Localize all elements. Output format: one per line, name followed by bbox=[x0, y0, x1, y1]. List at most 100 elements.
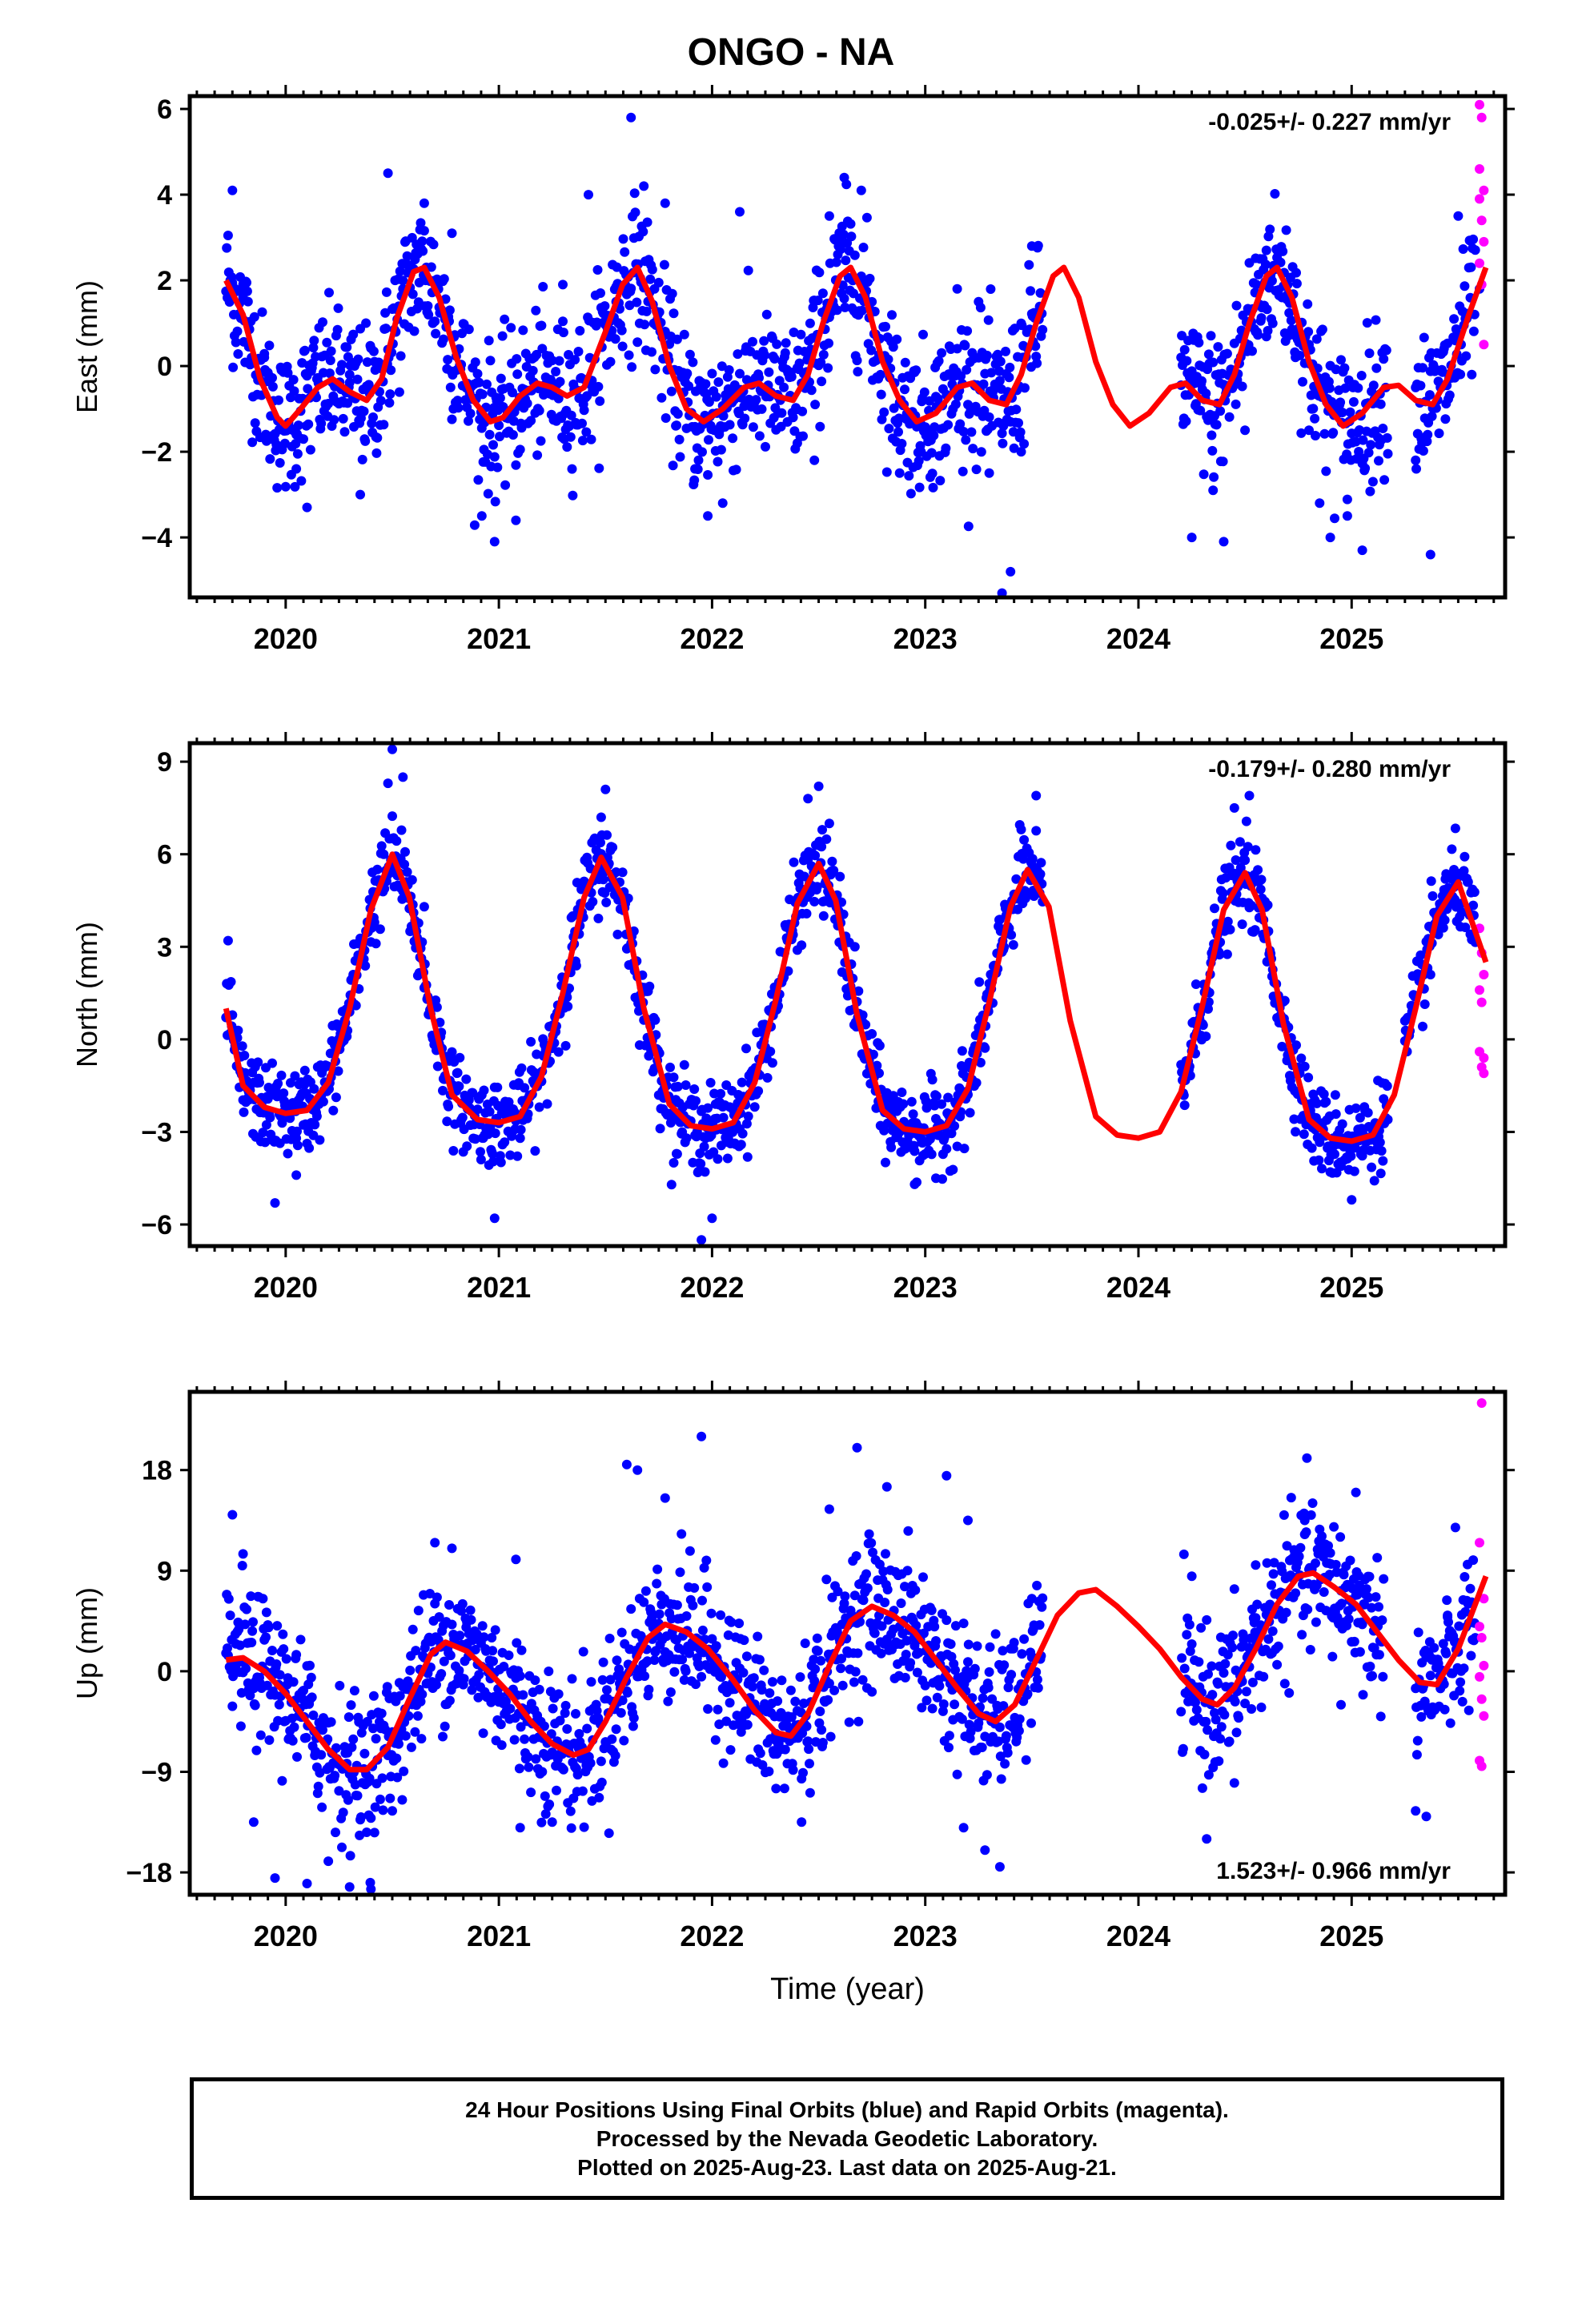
final-orbit-point bbox=[1357, 545, 1367, 556]
final-orbit-point bbox=[301, 1732, 311, 1743]
final-orbit-point bbox=[348, 329, 359, 340]
final-orbit-point bbox=[601, 897, 612, 907]
final-orbit-point bbox=[1327, 1651, 1338, 1662]
final-orbit-point bbox=[644, 1684, 654, 1695]
final-orbit-point bbox=[309, 336, 319, 346]
final-orbit-point bbox=[927, 1703, 938, 1714]
final-orbit-point bbox=[610, 1751, 620, 1761]
final-orbit-point bbox=[1033, 1683, 1043, 1693]
final-orbit-point bbox=[593, 913, 604, 923]
final-orbit-point bbox=[998, 1646, 1008, 1656]
final-orbit-point bbox=[1296, 1053, 1307, 1063]
final-orbit-point bbox=[909, 1641, 920, 1651]
final-orbit-point bbox=[650, 1015, 661, 1025]
final-orbit-point bbox=[476, 1155, 486, 1164]
final-orbit-point bbox=[943, 420, 954, 430]
final-orbit-point bbox=[805, 318, 815, 328]
final-orbit-point bbox=[731, 464, 741, 475]
final-orbit-point bbox=[864, 1529, 874, 1539]
x-tick-label: 2020 bbox=[254, 1271, 318, 1304]
final-orbit-point bbox=[1011, 874, 1022, 884]
final-orbit-point bbox=[442, 1116, 452, 1127]
final-orbit-point bbox=[853, 367, 863, 377]
final-orbit-point bbox=[1291, 1040, 1301, 1051]
rapid-orbit-point bbox=[1475, 985, 1484, 995]
final-orbit-point bbox=[1353, 383, 1363, 393]
final-orbit-point bbox=[1419, 332, 1429, 343]
final-orbit-point bbox=[448, 1146, 459, 1156]
final-orbit-point bbox=[518, 325, 528, 336]
final-orbit-point bbox=[1319, 428, 1330, 439]
final-orbit-point bbox=[455, 1630, 465, 1641]
rapid-orbit-point bbox=[1479, 1053, 1489, 1063]
final-orbit-point bbox=[696, 1159, 706, 1169]
final-orbit-point bbox=[984, 468, 994, 478]
final-orbit-point bbox=[444, 1695, 455, 1706]
final-orbit-point bbox=[957, 1714, 967, 1724]
final-orbit-point bbox=[526, 416, 536, 426]
final-orbit-point bbox=[893, 427, 903, 437]
final-orbit-point bbox=[1179, 1663, 1190, 1674]
final-orbit-point bbox=[759, 1665, 769, 1675]
final-orbit-point bbox=[558, 1764, 568, 1775]
final-orbit-point bbox=[500, 1137, 510, 1148]
final-orbit-point bbox=[942, 1615, 952, 1626]
final-orbit-point bbox=[1438, 923, 1448, 933]
final-orbit-point bbox=[1199, 1749, 1210, 1759]
final-orbit-point bbox=[223, 1643, 232, 1654]
final-orbit-point bbox=[1468, 234, 1479, 244]
final-orbit-point bbox=[355, 1812, 366, 1822]
final-orbit-point bbox=[293, 420, 303, 431]
final-orbit-point bbox=[530, 1675, 540, 1686]
chart-title: ONGO - NA bbox=[687, 31, 895, 74]
final-orbit-point bbox=[650, 364, 661, 375]
final-orbit-point bbox=[349, 1686, 359, 1696]
final-orbit-point bbox=[593, 381, 604, 392]
final-orbit-point bbox=[477, 389, 488, 400]
final-orbit-point bbox=[431, 328, 441, 339]
final-orbit-point bbox=[492, 462, 503, 472]
final-orbit-point bbox=[1468, 326, 1479, 336]
final-orbit-point bbox=[1340, 383, 1351, 393]
plot-area bbox=[221, 1398, 1489, 1894]
final-orbit-point bbox=[272, 1621, 283, 1631]
final-orbit-point bbox=[629, 188, 640, 199]
final-orbit-point bbox=[1019, 834, 1030, 845]
final-orbit-point bbox=[876, 389, 886, 400]
final-orbit-point bbox=[757, 404, 767, 414]
final-orbit-point bbox=[264, 340, 275, 351]
final-orbit-point bbox=[610, 334, 620, 344]
final-orbit-point bbox=[879, 407, 889, 417]
final-orbit-point bbox=[313, 1781, 323, 1791]
final-orbit-point bbox=[927, 1075, 938, 1085]
final-orbit-point bbox=[772, 339, 782, 349]
final-orbit-point bbox=[702, 1582, 713, 1592]
final-orbit-point bbox=[289, 386, 299, 396]
final-orbit-point bbox=[1240, 855, 1251, 866]
final-orbit-point bbox=[223, 1594, 234, 1604]
final-orbit-point bbox=[382, 1682, 392, 1692]
final-orbit-point bbox=[867, 1687, 877, 1697]
final-orbit-point bbox=[238, 292, 248, 303]
final-orbit-point bbox=[649, 1655, 660, 1665]
final-orbit-point bbox=[534, 1684, 544, 1695]
final-orbit-point bbox=[1037, 1602, 1047, 1612]
final-orbit-point bbox=[1262, 1558, 1272, 1568]
final-orbit-point bbox=[387, 811, 397, 822]
final-orbit-point bbox=[372, 864, 383, 875]
final-orbit-point bbox=[1371, 363, 1382, 373]
final-orbit-point bbox=[1304, 425, 1314, 436]
final-orbit-point bbox=[409, 326, 420, 336]
final-orbit-point bbox=[1369, 1176, 1379, 1186]
final-orbit-point bbox=[913, 456, 924, 466]
final-orbit-point bbox=[1229, 1584, 1239, 1594]
final-orbit-point bbox=[950, 1699, 960, 1710]
final-orbit-point bbox=[261, 1632, 271, 1642]
final-orbit-point bbox=[963, 1639, 974, 1650]
final-orbit-point bbox=[748, 1682, 757, 1692]
final-orbit-point bbox=[903, 1526, 913, 1536]
final-orbit-point bbox=[280, 481, 291, 492]
final-orbit-point bbox=[1378, 1156, 1388, 1166]
final-orbit-point bbox=[326, 1717, 336, 1727]
final-orbit-point bbox=[1209, 472, 1219, 482]
